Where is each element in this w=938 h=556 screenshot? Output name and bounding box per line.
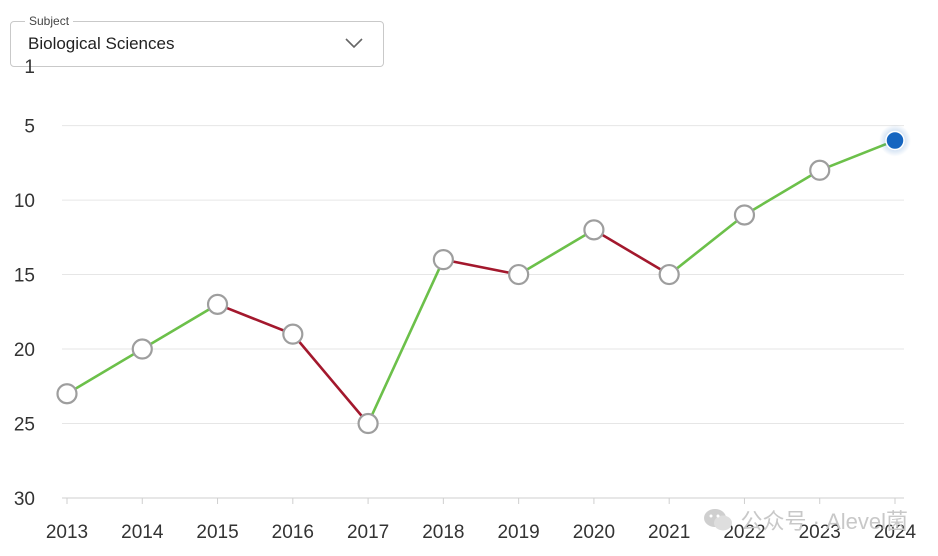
watermark: 公众号 · Alevel菌: [703, 504, 908, 536]
x-tick-label: 2015: [196, 522, 238, 543]
series-segment: [140, 303, 219, 351]
chevron-down-icon[interactable]: [345, 36, 363, 50]
data-point: [206, 293, 229, 315]
data-point: [56, 383, 78, 405]
data-point: [432, 249, 454, 271]
data-point: [658, 263, 680, 286]
x-tick-label: 2017: [347, 522, 389, 543]
series-segment: [65, 347, 144, 396]
x-tick-label: 2024: [874, 522, 917, 543]
y-tick-label: 30: [14, 489, 35, 510]
watermark-text: 公众号 · Alevel菌: [740, 509, 908, 534]
data-point: [733, 204, 756, 226]
wechat-icon: [703, 509, 732, 531]
data-point: [357, 412, 379, 435]
data-point: [282, 323, 304, 345]
series-segment: [667, 213, 746, 276]
series-segment: [366, 258, 445, 425]
series-segment: [592, 228, 671, 276]
data-point: [583, 219, 605, 241]
subject-select[interactable]: Subject Biological Sciences: [10, 13, 384, 67]
x-tick-label: 2016: [272, 522, 314, 543]
x-tick-label: 2021: [648, 522, 690, 543]
x-tick-label: 2023: [799, 522, 841, 543]
series-segment: [743, 168, 822, 217]
y-tick-label: 10: [14, 191, 35, 212]
x-tick-label: 2020: [573, 522, 615, 543]
x-tick-label: 2018: [422, 522, 464, 543]
series-segment: [291, 332, 370, 425]
y-tick-label: 25: [14, 415, 35, 436]
y-tick-label: 15: [14, 266, 35, 287]
series-segment: [216, 303, 295, 336]
data-point: [131, 338, 153, 360]
data-point: [508, 263, 530, 286]
series-segment: [517, 228, 596, 276]
y-tick-label: 5: [24, 117, 35, 138]
x-tick-label: 2014: [121, 522, 164, 543]
data-point-highlight: [885, 130, 905, 151]
x-tick-label: 2013: [46, 522, 88, 543]
series-segment: [442, 258, 520, 276]
subject-select-value: Biological Sciences: [28, 34, 175, 53]
x-tick-label: 2019: [497, 522, 539, 543]
subject-select-label: Subject: [25, 13, 74, 29]
y-tick-label: 1: [24, 57, 35, 78]
data-point: [809, 159, 831, 181]
y-tick-label: 20: [14, 340, 35, 361]
x-tick-label: 2022: [723, 522, 765, 543]
